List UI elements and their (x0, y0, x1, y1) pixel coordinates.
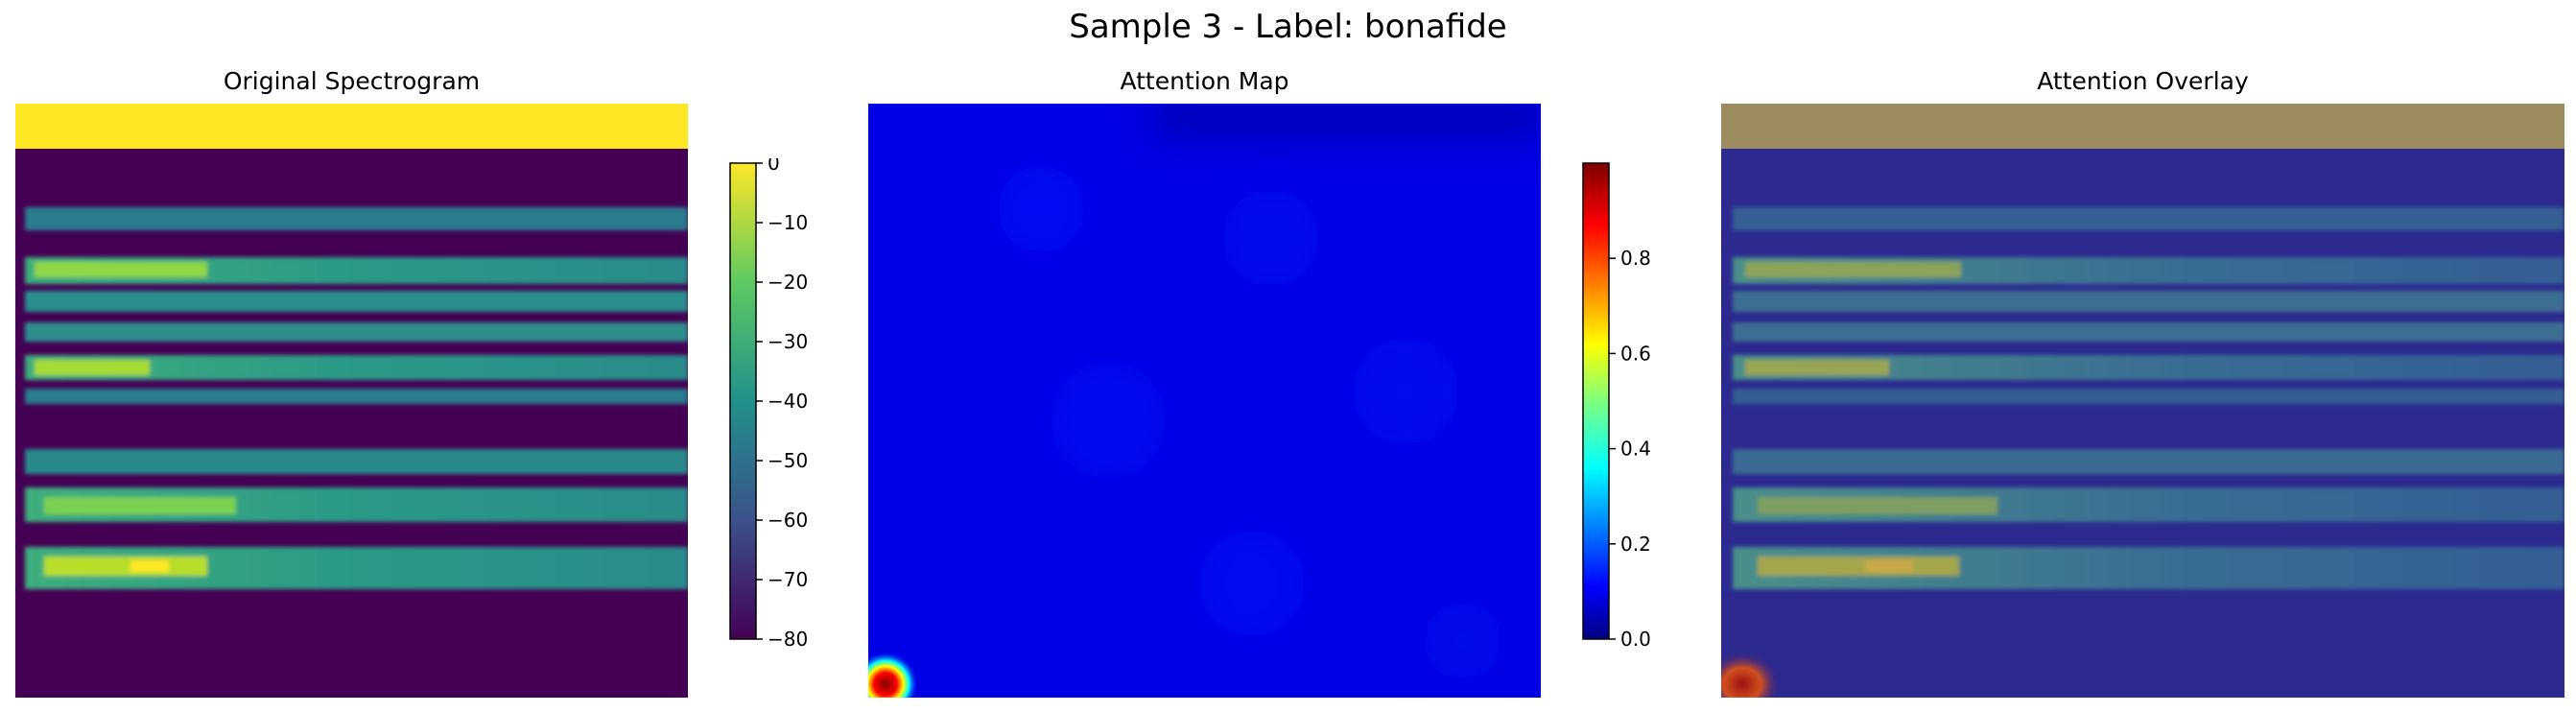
spectrogram-colorbar-tick-label: −80 (768, 628, 808, 648)
attention-overlay-image (1721, 104, 2564, 698)
spectrogram-colorbar-tick-label: −40 (768, 390, 808, 413)
figure-title: Sample 3 - Label: bonafide (1069, 8, 1507, 46)
spectrogram-colorbar: 0 −10 −20 −30 −40 −50 −60 −70 −80 (729, 158, 808, 648)
spectrogram-colorbar-tick-label: −50 (768, 449, 808, 472)
attention-colorbar-tick-label: 0.0 (1620, 628, 1651, 648)
attention-colorbar-tick-label: 0.8 (1620, 247, 1651, 270)
spectrogram-colorbar-tick-label: −20 (768, 271, 808, 294)
spectrogram-colorbar-tick-label: −10 (768, 211, 808, 234)
spectrogram-title: Original Spectrogram (223, 67, 481, 95)
attention-colorbar: 0.8 0.6 0.4 0.2 0.0 (1582, 162, 1651, 648)
spectrogram-colorbar-tick-label: 0 (768, 158, 780, 175)
spectrogram-colorbar-tick-label: −30 (768, 330, 808, 353)
spectrogram-image (15, 104, 688, 698)
attention-map-image (868, 104, 1541, 698)
attention-colorbar-tick-label: 0.6 (1620, 342, 1651, 365)
attention-colorbar-tick-label: 0.4 (1620, 438, 1651, 461)
attention-overlay-title: Attention Overlay (2037, 67, 2249, 95)
attention-map-title: Attention Map (1120, 67, 1289, 95)
spectrogram-colorbar-tick-label: −60 (768, 509, 808, 532)
attention-colorbar-tick-label: 0.2 (1620, 533, 1651, 556)
spectrogram-colorbar-tick-label: −70 (768, 568, 808, 591)
